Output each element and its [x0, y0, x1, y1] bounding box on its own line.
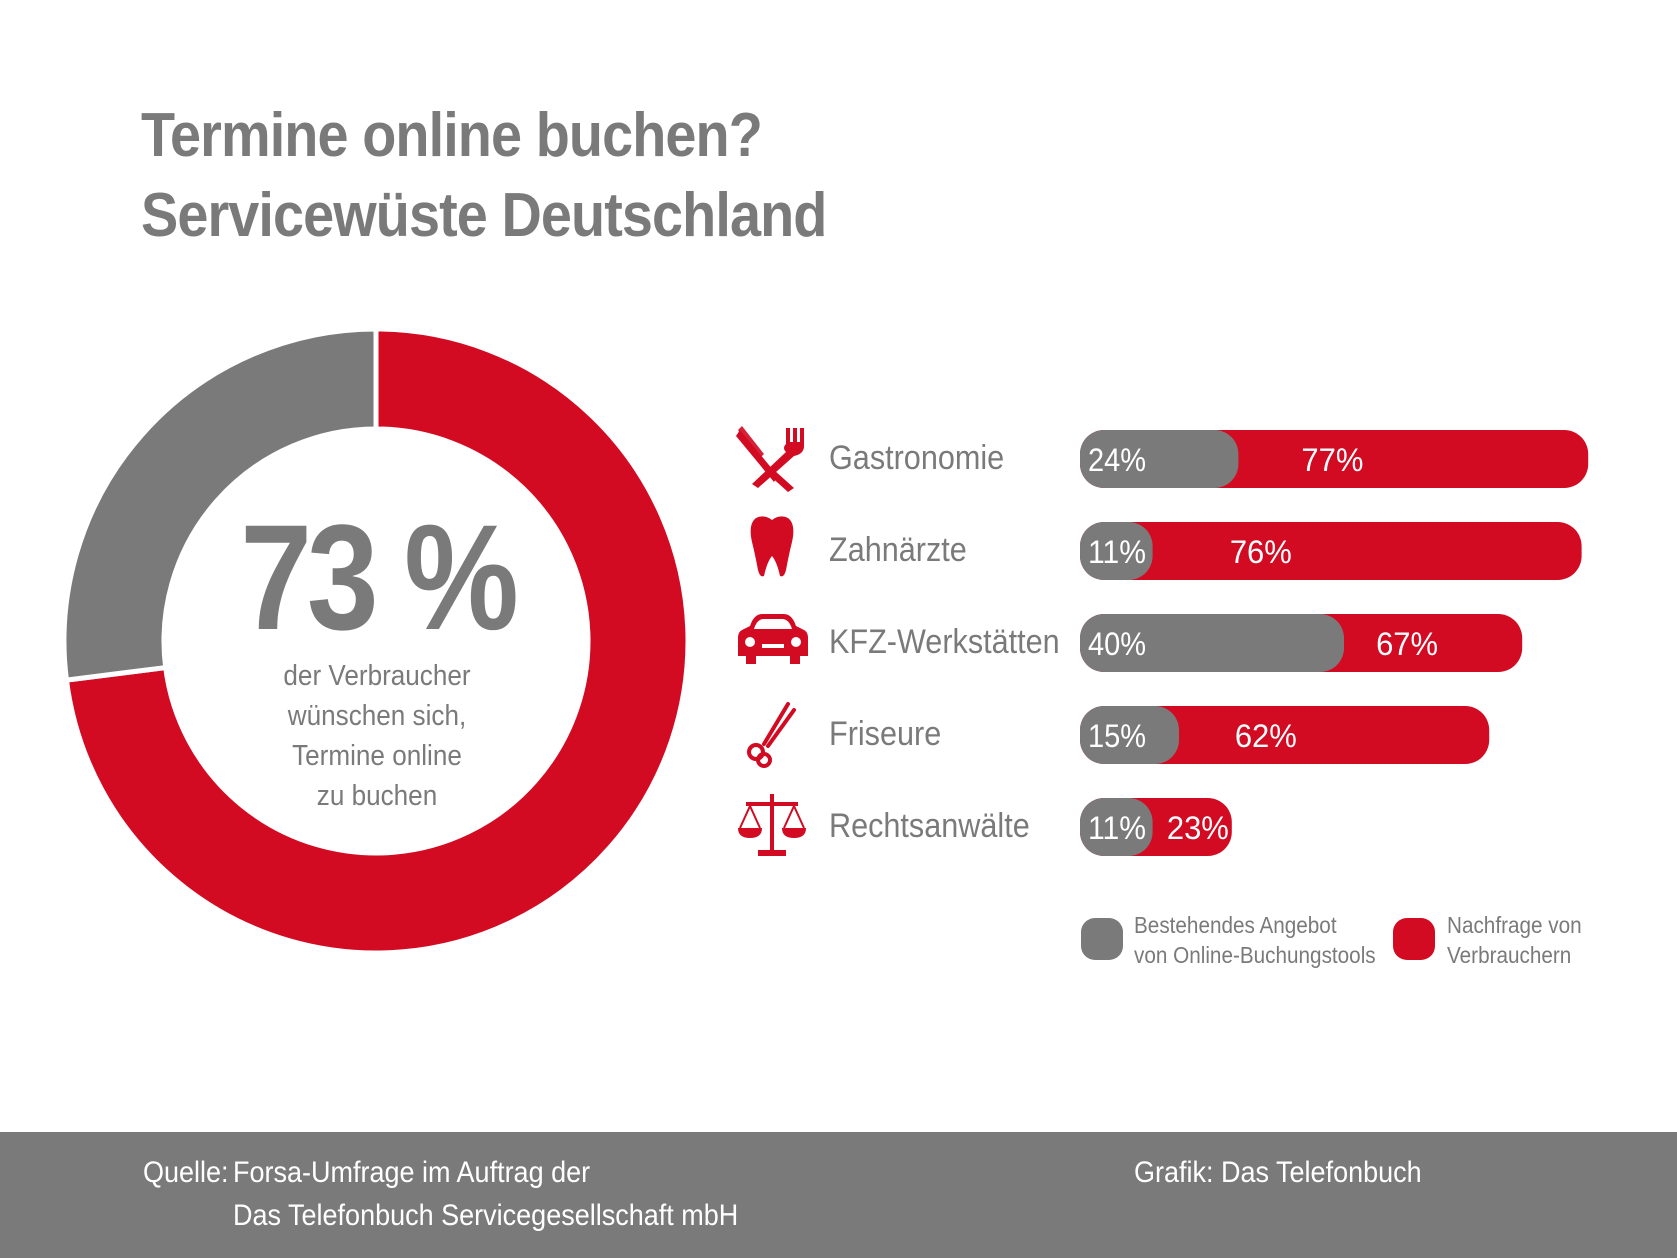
bar-label-demand-zahnaerzte: 76%	[1230, 534, 1292, 570]
bar-label-existing-friseure: 15%	[1088, 718, 1146, 754]
legend-label-existing: Bestehendes Angebot von Online-Buchungst…	[1134, 910, 1376, 970]
bar-label-demand-gastronomie: 77%	[1301, 442, 1363, 478]
donut-center-value: 73 %	[240, 493, 519, 661]
caption-line-3: Termine online	[292, 740, 462, 772]
donut-slice-other	[61, 326, 379, 683]
bar-label-existing-rechtsanwaelte: 11%	[1088, 810, 1146, 846]
footer-source-label: Quelle:	[143, 1156, 229, 1189]
tooth-icon	[750, 516, 794, 577]
bar-label-demand-friseure: 62%	[1235, 718, 1297, 754]
bar-label-existing-gastronomie: 24%	[1088, 442, 1146, 478]
scissors-icon	[747, 702, 796, 768]
footer-bar	[0, 1132, 1677, 1258]
bar-existing-kfz-werkstaetten	[1080, 614, 1344, 672]
bar-label-demand-rechtsanwaelte: 23%	[1167, 810, 1229, 846]
footer-source-line-2: Das Telefonbuch Servicegesellschaft mbH	[233, 1199, 739, 1232]
bar-existing-gastronomie	[1080, 430, 1239, 488]
bar-demand-friseure	[1080, 706, 1490, 764]
bar-label-demand-kfz-werkstaetten: 67%	[1376, 626, 1438, 662]
bar-existing-zahnaerzte	[1080, 522, 1153, 580]
car-icon	[738, 614, 808, 664]
bar-label-existing-kfz-werkstaetten: 40%	[1088, 626, 1146, 662]
chart-title: Termine online buchen? Servicewüste Deut…	[141, 96, 1041, 256]
category-label-friseure: Friseure	[829, 715, 942, 753]
footer-credit: Grafik: Das Telefonbuch	[1134, 1156, 1422, 1189]
footer-source-line-1: Forsa-Umfrage im Auftrag der	[233, 1156, 591, 1189]
legend-existing-line-1: Bestehendes Angebot	[1134, 912, 1337, 938]
legend-label-demand: Nachfrage von Verbrauchern	[1447, 910, 1582, 970]
legend-swatch-demand	[1393, 918, 1435, 960]
donut-center-caption: der Verbraucher wünschen sich, Termine o…	[242, 656, 512, 816]
category-label-gastronomie: Gastronomie	[829, 439, 1005, 477]
donut-slice-wish	[63, 326, 691, 956]
donut-chart	[61, 326, 691, 956]
category-label-zahnaerzte: Zahnärzte	[829, 531, 967, 569]
bar-demand-zahnaerzte	[1080, 522, 1582, 580]
bar-label-existing-zahnaerzte: 11%	[1088, 534, 1146, 570]
cutlery-icon	[736, 426, 804, 492]
legend-existing-line-2: von Online-Buchungstools	[1134, 942, 1376, 968]
title-line-1: Termine online buchen?	[141, 101, 763, 170]
legend-demand-line-1: Nachfrage von	[1447, 912, 1582, 938]
scales-icon	[738, 794, 806, 856]
legend-demand-line-2: Verbrauchern	[1447, 942, 1572, 968]
title-line-2: Servicewüste Deutschland	[141, 181, 827, 250]
category-label-rechtsanwaelte: Rechtsanwälte	[829, 807, 1030, 845]
legend-swatch-existing	[1081, 918, 1123, 960]
caption-line-4: zu buchen	[316, 780, 438, 812]
bar-existing-rechtsanwaelte	[1080, 798, 1153, 856]
category-label-kfz-werkstaetten: KFZ-Werkstätten	[829, 623, 1060, 661]
caption-line-2: wünschen sich,	[287, 700, 467, 732]
caption-line-1: der Verbraucher	[283, 660, 471, 692]
bar-existing-friseure	[1080, 706, 1179, 764]
